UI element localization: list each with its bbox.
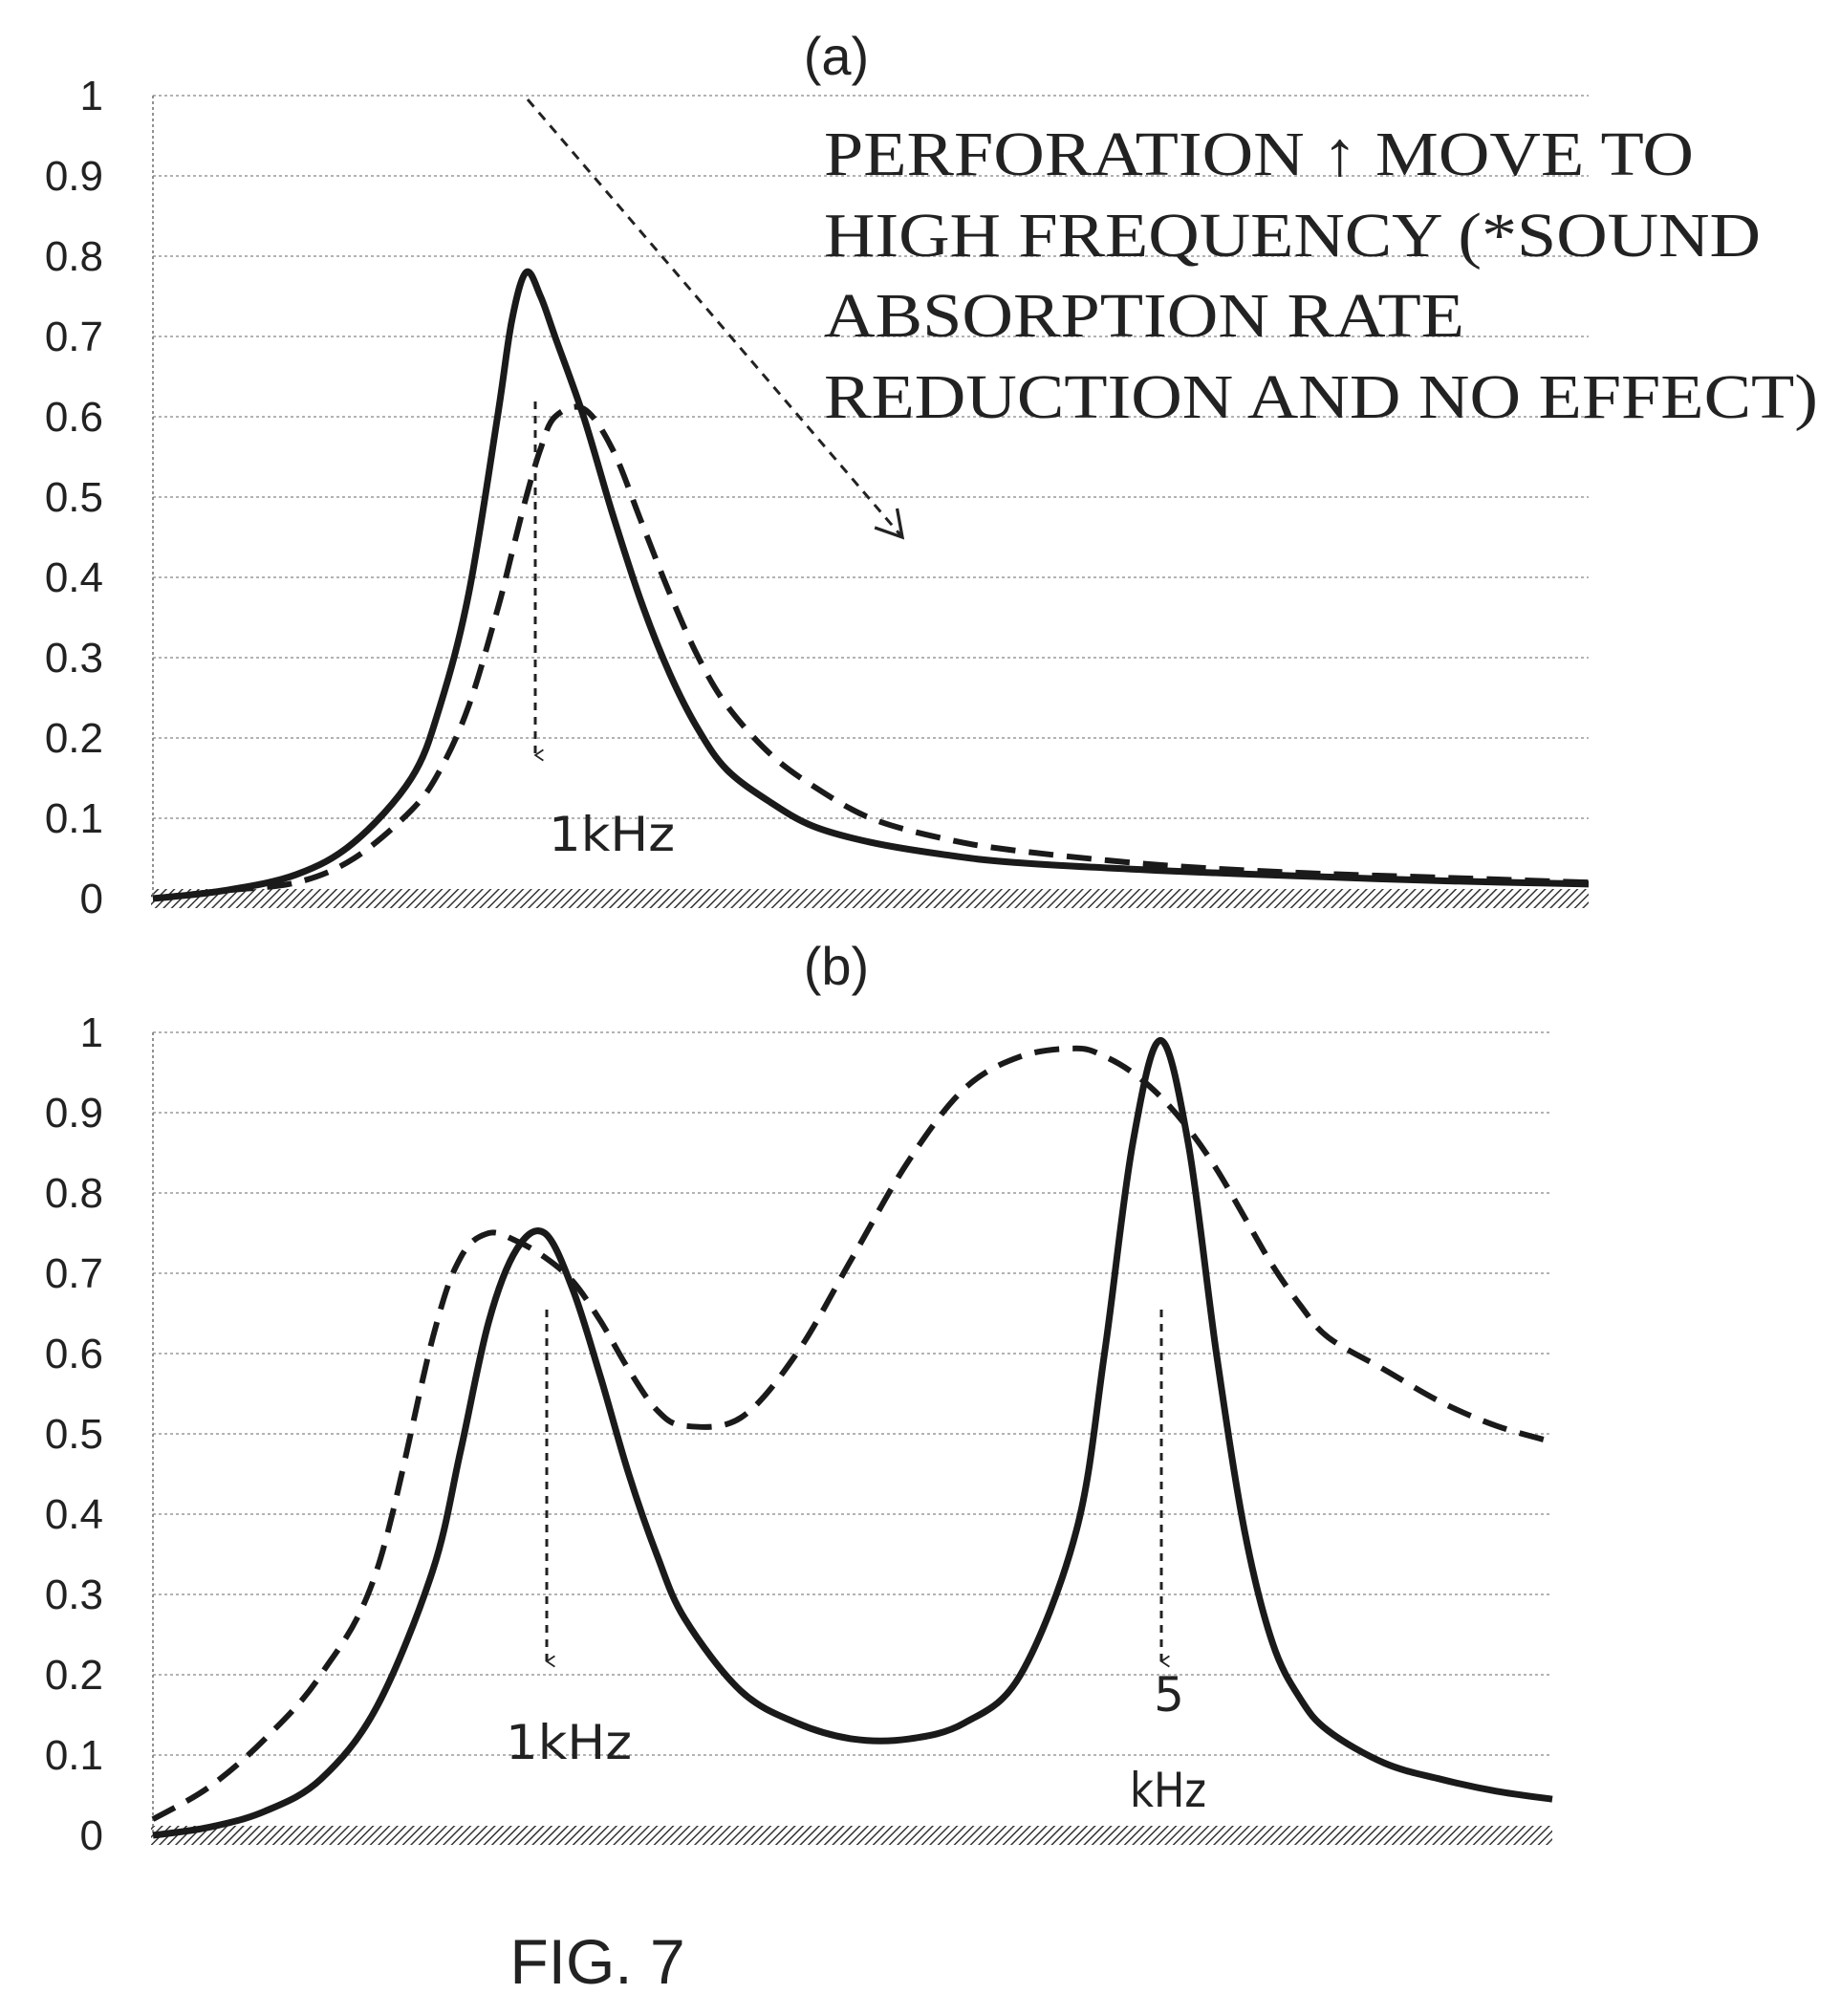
y-tick-label-b: 0 <box>80 1812 103 1859</box>
y-tick-label-b: 0.9 <box>45 1090 103 1137</box>
annotation-line-2: HIGH FREQUENCY (*SOUND <box>824 201 1761 271</box>
annotation-line-4: REDUCTION AND NO EFFECT) <box>824 362 1818 432</box>
y-tick-label-b: 0.3 <box>45 1572 103 1618</box>
y-tick-label-a: 0.2 <box>45 715 103 762</box>
annotation-line-1: PERFORATION ↑ MOVE TO <box>824 119 1694 189</box>
y-tick-label-a: 0 <box>80 876 103 922</box>
y-tick-label-a: 0.7 <box>45 314 103 360</box>
y-axis-ticks-a: 0 0.1 0.2 0.3 0.4 0.5 0.6 0.7 0.8 0.9 1 <box>45 73 103 922</box>
annotation-1khz-b: 1kHz <box>506 1715 632 1770</box>
series-group-b <box>151 1036 1553 1839</box>
annotation-5khz-unit: kHz <box>1130 1763 1206 1818</box>
y-tick-label-a: 0.1 <box>45 795 103 842</box>
y-tick-label-b: 1 <box>80 1009 103 1056</box>
series-group-a <box>152 268 1590 902</box>
x-axis-band-a <box>151 889 1589 908</box>
series-line-b-dashed <box>151 1045 1553 1822</box>
y-tick-label-a: 0.5 <box>45 474 103 521</box>
panel-label-b: (b) <box>804 936 869 996</box>
annotation-1khz-a: 1kHz <box>549 807 675 862</box>
y-tick-label-b: 0.5 <box>45 1411 103 1458</box>
y-tick-label-a: 0.9 <box>45 153 103 200</box>
y-tick-label-a: 0.6 <box>45 394 103 441</box>
panel-label-a: (a) <box>804 26 869 86</box>
y-axis-ticks-b: 0 0.1 0.2 0.3 0.4 0.5 0.6 0.7 0.8 0.9 1 <box>45 1009 103 1859</box>
y-tick-label-a: 0.4 <box>45 554 103 601</box>
series-line-b-solid <box>152 1036 1553 1839</box>
grid-a <box>153 95 1589 819</box>
x-axis-band-b <box>151 1826 1552 1845</box>
y-tick-label-b: 0.6 <box>45 1331 103 1377</box>
y-tick-label-b: 0.7 <box>45 1250 103 1297</box>
annotation-5khz-value: 5 <box>1154 1667 1184 1723</box>
series-line-a-dashed <box>152 403 1590 901</box>
grid-b <box>153 1031 1552 1756</box>
y-tick-label-a: 1 <box>80 73 103 119</box>
y-tick-label-b: 0.2 <box>45 1652 103 1699</box>
chart-panel-b: (b) 0 0.1 0.2 0.3 0.4 0.5 0.6 0.7 0.8 0.9 1 1kHz 5… <box>45 936 1553 1859</box>
chart-panel-a: (a) 0 0.1 0.2 0.3 0.4 0.5 0.6 0.7 0.8 0.9 1 1kHz P… <box>45 26 1818 922</box>
series-line-a-solid <box>152 268 1590 902</box>
y-tick-label-b: 0.8 <box>45 1170 103 1217</box>
y-tick-label-b: 0.4 <box>45 1491 103 1538</box>
y-tick-label-a: 0.8 <box>45 233 103 280</box>
y-tick-label-a: 0.3 <box>45 635 103 682</box>
y-tick-label-b: 0.1 <box>45 1732 103 1779</box>
annotation-line-3: ABSORPTION RATE <box>824 281 1464 351</box>
figure-label: FIG. 7 <box>509 1926 684 1997</box>
